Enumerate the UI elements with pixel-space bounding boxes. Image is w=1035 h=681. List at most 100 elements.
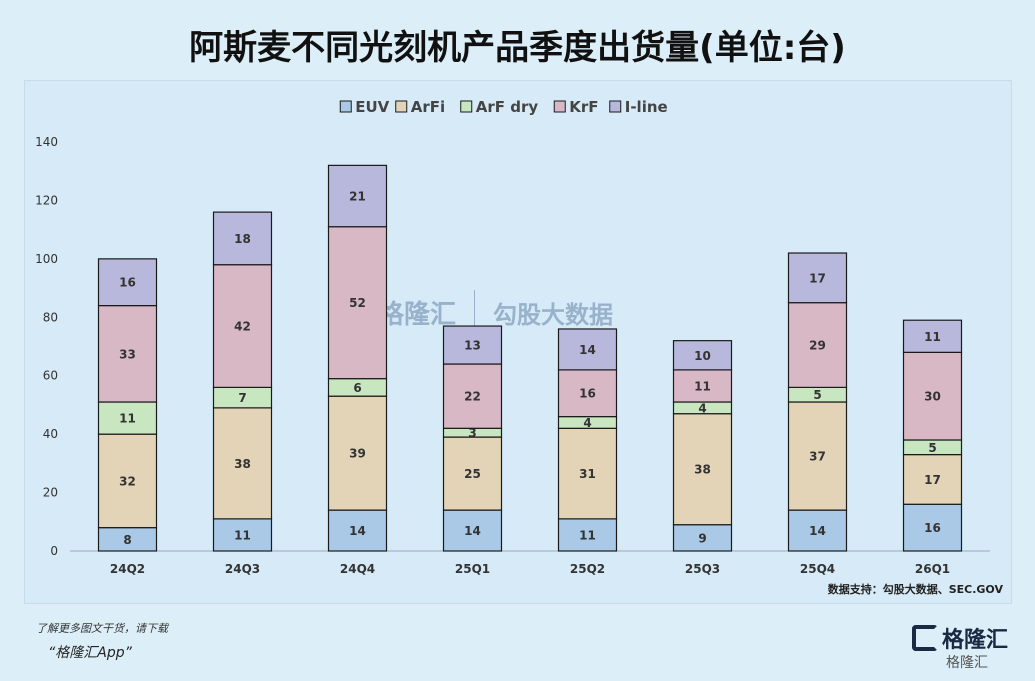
data-label: 11 [119,412,136,426]
data-label: 33 [119,347,136,361]
watermark-text-left: 格隆汇 [378,299,457,330]
data-label: 42 [234,320,251,334]
legend-label: I-line [625,98,668,116]
bar-segment [442,509,503,552]
bar-segment [672,340,733,371]
brand-logo-sub: 格隆汇 [946,655,988,671]
watermark: 格隆汇 勾股大数据 [330,290,613,334]
legend-swatch [339,100,352,113]
data-label: 11 [924,330,941,344]
data-label: 17 [924,473,941,487]
legend-swatch [395,100,408,113]
x-tick-label: 25Q1 [455,562,490,576]
bar-segment [557,328,618,371]
data-label: 3 [468,426,476,440]
bar-segment [327,395,388,511]
data-label: 25 [464,467,481,481]
legend-label: ArFi [411,98,445,116]
data-label: 16 [119,276,136,290]
bar-segment [442,325,503,365]
bar-segment [672,524,733,552]
source-note: 数据支持：勾股大数据、SEC.GOV [828,582,1004,596]
data-label: 38 [234,457,251,471]
data-label: 11 [694,379,711,393]
bar-segment [557,369,618,418]
data-label: 38 [694,463,711,477]
brand-logo-icon [912,625,938,651]
y-tick-label: 0 [50,544,58,558]
bar-segment [97,433,158,529]
data-label: 10 [694,349,711,363]
data-label: 52 [349,296,366,310]
bar-segment [212,407,273,520]
data-label: 4 [583,416,591,430]
data-label: 37 [809,450,826,464]
data-label: 9 [698,531,706,545]
footer-note: 了解更多图文干货，请下载 [36,622,168,635]
y-tick-label: 120 [35,193,58,207]
data-label: 16 [924,521,941,535]
data-label: 5 [928,441,936,455]
bar-segment [902,351,963,441]
brand-logo-text: 格隆汇 [942,628,1009,653]
bar-segment [557,427,618,520]
x-tick-label: 24Q2 [110,562,145,576]
data-label: 8 [123,533,131,547]
data-label: 5 [813,388,821,402]
y-tick-label: 60 [43,369,58,383]
watermark-text-right: 勾股大数据 [493,300,614,329]
legend-label: KrF [569,98,598,116]
bar-segment [557,518,618,552]
x-tick-label: 25Q2 [570,562,605,576]
data-label: 18 [234,232,251,246]
legend-swatch [460,100,473,113]
data-label: 14 [809,524,826,538]
data-label: 39 [349,447,366,461]
data-label: 17 [809,271,826,285]
data-label: 32 [119,474,136,488]
bar-segment [212,211,273,266]
data-label: 14 [349,524,366,538]
y-tick-label: 80 [43,310,58,324]
bar-segment [442,363,503,429]
watermark-divider [474,290,476,334]
bar-segment [97,401,158,435]
data-label: 21 [349,190,366,204]
data-label: 29 [809,339,826,353]
footer-app-name: “格隆汇App” [48,645,132,661]
legend-label: ArF dry [476,98,539,116]
bar-segment [97,258,158,307]
y-tick-label: 100 [35,252,58,266]
bar-segment [97,305,158,403]
data-label: 14 [579,343,596,357]
brand-logo: 格隆汇 [912,622,1008,654]
data-label: 4 [698,401,706,415]
bar-segment [787,252,848,304]
bar-segment [327,164,388,228]
y-tick-label: 140 [35,135,58,149]
bar-segment [902,453,963,505]
data-label: 7 [238,391,246,405]
bar-segment [327,226,388,380]
y-tick-label: 40 [43,427,58,441]
data-label: 6 [353,381,361,395]
bar-segment [212,264,273,389]
data-label: 16 [579,387,596,401]
data-label: 11 [579,528,596,542]
x-tick-label: 24Q3 [225,562,260,576]
data-label: 11 [234,528,251,542]
x-tick-label: 25Q3 [685,562,720,576]
data-label: 14 [464,524,481,538]
chart-title: 阿斯麦不同光刻机产品季度出货量(单位:台) [189,28,846,68]
x-tick-label: 26Q1 [915,562,950,576]
data-label: 31 [579,467,596,481]
legend-label: EUV [355,98,389,116]
data-label: 22 [464,390,481,404]
y-tick-label: 20 [43,486,58,500]
legend-swatch [553,100,566,113]
chart-panel [24,80,1012,604]
data-label: 30 [924,390,941,404]
bar-segment [442,436,503,511]
x-tick-label: 24Q4 [340,562,375,576]
